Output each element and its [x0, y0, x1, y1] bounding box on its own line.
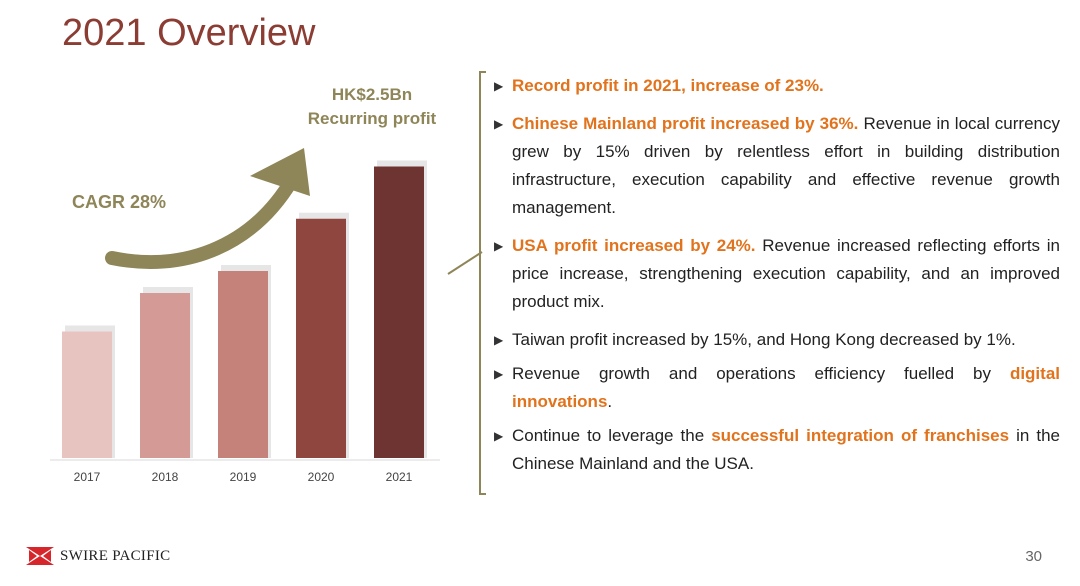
body-text: in the Chinese Mainland and the USA. — [512, 426, 1060, 473]
highlight-text: Record profit in 2021, increase of 23%. — [512, 76, 824, 95]
bar-2017 — [62, 331, 112, 458]
bullet-arrow-icon: ▶ — [494, 239, 504, 253]
body-text: Continue to leverage the — [512, 426, 712, 445]
cagr-label: CAGR 28% — [72, 192, 166, 212]
bullet-arrow-icon: ▶ — [494, 429, 504, 443]
bar-2019 — [218, 271, 268, 458]
growth-arrow-head — [250, 148, 310, 196]
x-tick-label: 2021 — [386, 470, 413, 484]
body-text: Revenue increased reflecting efforts in … — [512, 236, 1060, 311]
bullet-arrow-icon: ▶ — [494, 367, 504, 381]
callout-pointer — [447, 251, 483, 275]
body-text: Revenue in local currency grew by 15% dr… — [512, 114, 1060, 217]
x-tick-label: 2018 — [152, 470, 179, 484]
bar-2018 — [140, 293, 190, 458]
bullet-item: ▶ Chinese Mainland profit increased by 36… — [494, 110, 1060, 222]
bar-2020 — [296, 218, 346, 458]
bullet-item: ▶ Revenue growth and operations efficienc… — [494, 360, 1060, 416]
company-logo: SWIRE PACIFIC — [26, 547, 170, 565]
highlight-text: successful integration of franchises — [711, 426, 1010, 445]
bullet-item: ▶ Taiwan profit increased by 15%, and Hon… — [494, 326, 1060, 354]
highlight-text: Chinese Mainland profit increased by 36%… — [512, 114, 859, 133]
body-text: . — [607, 392, 613, 411]
swire-flag-icon — [26, 547, 54, 565]
body-text: Revenue growth and operations efficiency… — [512, 364, 1010, 383]
brand-name: SWIRE PACIFIC — [60, 547, 171, 564]
x-tick-label: 2019 — [230, 470, 257, 484]
value-sublabel: Recurring profit — [308, 109, 437, 128]
bullet-arrow-icon: ▶ — [494, 117, 504, 131]
profit-bar-chart: 2017 2018 2019 2020 2021 CAGR 28% HK$2.5Bn R… — [50, 85, 440, 484]
bullet-list: ▶ Record profit in 2021, increase of 23%.… — [494, 72, 1060, 484]
body-text: Taiwan profit increased by 15%, and Hong… — [512, 330, 1016, 349]
bar-2021 — [374, 166, 424, 458]
page-title: 2021 Overview — [62, 12, 316, 54]
x-tick-label: 2020 — [308, 470, 335, 484]
bullet-item: ▶ USA profit increased by 24%. Revenue in… — [494, 232, 1060, 316]
bullet-item: ▶ Continue to leverage the successful int… — [494, 422, 1060, 478]
x-tick-label: 2017 — [74, 470, 101, 484]
bullet-arrow-icon: ▶ — [494, 333, 504, 347]
highlight-text: digital innovations — [512, 364, 1060, 411]
page-number: 30 — [1025, 548, 1042, 565]
callout-bracket — [479, 71, 486, 495]
value-label: HK$2.5Bn — [332, 85, 412, 104]
growth-arrow-icon — [105, 173, 299, 269]
highlight-text: USA profit increased by 24%. — [512, 236, 756, 255]
bullet-arrow-icon: ▶ — [494, 79, 504, 93]
bullet-item: ▶ Record profit in 2021, increase of 23%. — [494, 72, 1060, 100]
